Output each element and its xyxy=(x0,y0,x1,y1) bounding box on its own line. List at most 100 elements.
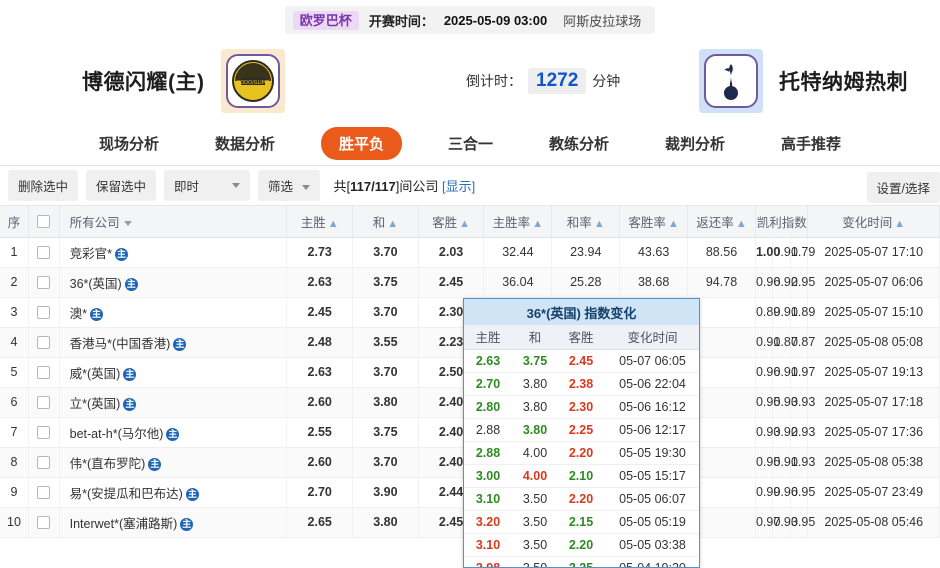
popup-cell-draw: 3.80 xyxy=(512,418,558,442)
cell-company[interactable]: 威*(英国) 主 xyxy=(59,357,288,388)
header-company[interactable]: 所有公司 xyxy=(59,206,288,238)
select-all-checkbox[interactable] xyxy=(37,215,51,229)
cell-home-win[interactable]: 2.65 xyxy=(286,507,354,538)
cell-draw[interactable]: 3.80 xyxy=(352,507,419,538)
header-draw-rate-label: 和率 xyxy=(566,215,592,230)
nav-item-data-analysis[interactable]: 数据分析 xyxy=(214,136,275,153)
cell-draw[interactable]: 3.70 xyxy=(352,447,419,478)
keep-selected-button[interactable]: 保留选中 xyxy=(86,170,157,201)
header-kelly[interactable]: 凯利指数 xyxy=(755,206,809,238)
count-prefix: 共[ xyxy=(333,179,351,194)
row-checkbox[interactable] xyxy=(37,396,51,410)
cell-away-win[interactable]: 2.45 xyxy=(418,267,485,298)
cell-home-win[interactable]: 2.73 xyxy=(286,237,354,268)
cell-company[interactable]: 澳* 主 xyxy=(59,297,288,328)
row-checkbox[interactable] xyxy=(37,336,51,350)
cell-checkbox[interactable] xyxy=(28,357,60,388)
cell-change-time: 2025-05-07 17:10 xyxy=(807,237,940,268)
svg-text:BODO/GLIMT: BODO/GLIMT xyxy=(236,80,269,86)
cell-draw[interactable]: 3.70 xyxy=(352,297,419,328)
cell-company[interactable]: 伟*(直布罗陀) 主 xyxy=(59,447,288,478)
cell-away-win[interactable]: 2.03 xyxy=(418,237,485,268)
row-checkbox[interactable] xyxy=(37,456,51,470)
cell-draw[interactable]: 3.90 xyxy=(352,477,419,508)
popup-row: 2.80 3.80 2.30 05-06 16:12 xyxy=(464,395,699,419)
table-row[interactable]: 1 竞彩官* 主 2.73 3.70 2.03 32.44 23.94 43.63 88.56 1.… xyxy=(0,237,940,268)
header-seq[interactable]: 序 xyxy=(0,206,29,238)
count-suffix: ]间公司 xyxy=(395,179,439,194)
cell-checkbox[interactable] xyxy=(28,477,60,508)
cell-checkbox[interactable] xyxy=(28,417,60,448)
cell-company[interactable]: 竞彩官* 主 xyxy=(59,237,288,268)
nav-item-referee-analysis[interactable]: 裁判分析 xyxy=(665,136,726,153)
header-home-rate[interactable]: 主胜率 ▲ xyxy=(483,206,553,238)
cell-draw[interactable]: 3.70 xyxy=(352,357,419,388)
league-badge[interactable]: 欧罗巴杯 xyxy=(292,10,359,30)
row-checkbox[interactable] xyxy=(37,366,51,380)
cell-company[interactable]: bet-at-h*(马尔他) 主 xyxy=(59,417,288,448)
header-draw[interactable]: 和 ▲ xyxy=(352,206,419,238)
header-home-win[interactable]: 主胜 ▲ xyxy=(286,206,354,238)
cell-change-time: 2025-05-07 23:49 xyxy=(807,477,940,508)
table-row[interactable]: 2 36*(英国) 主 2.63 3.75 2.45 36.04 25.28 38.68 94.7… xyxy=(0,267,940,298)
cell-draw[interactable]: 3.75 xyxy=(352,417,419,448)
popup-row: 3.10 3.50 2.20 05-05 03:38 xyxy=(464,533,699,557)
cell-home-rate: 36.04 xyxy=(483,267,553,298)
cell-home-win[interactable]: 2.55 xyxy=(286,417,354,448)
row-checkbox[interactable] xyxy=(37,306,51,320)
cell-company[interactable]: 香港马*(中国香港) 主 xyxy=(59,327,288,358)
cell-seq: 5 xyxy=(0,357,29,388)
delete-selected-button[interactable]: 删除选中 xyxy=(8,170,79,201)
cell-company[interactable]: 立*(英国) 主 xyxy=(59,387,288,418)
nav-item-expert-picks[interactable]: 高手推荐 xyxy=(781,136,842,153)
header-change-time[interactable]: 变化时间 ▲ xyxy=(807,206,940,238)
show-link[interactable]: [显示] xyxy=(441,179,476,194)
header-away-win[interactable]: 客胜 ▲ xyxy=(418,206,485,238)
nav-item-coach-analysis[interactable]: 教练分析 xyxy=(549,136,610,153)
cell-home-win[interactable]: 2.60 xyxy=(286,387,354,418)
popup-cell-home-win: 3.20 xyxy=(464,510,512,534)
nav-item-win-draw-loss[interactable]: 胜平负 xyxy=(320,127,402,160)
popup-cell-home-win: 2.70 xyxy=(464,372,512,396)
cell-home-win[interactable]: 2.45 xyxy=(286,297,354,328)
cell-home-rate: 32.44 xyxy=(483,237,553,268)
filter-dropdown[interactable]: 筛选 xyxy=(258,170,320,201)
header-away-rate[interactable]: 客胜率 ▲ xyxy=(619,206,689,238)
cell-checkbox[interactable] xyxy=(28,267,60,298)
cell-home-win[interactable]: 2.70 xyxy=(286,477,354,508)
cell-checkbox[interactable] xyxy=(28,297,60,328)
cell-draw[interactable]: 3.55 xyxy=(352,327,419,358)
row-checkbox[interactable] xyxy=(37,276,51,290)
cell-kelly-home: 0.89 xyxy=(755,297,780,328)
nav-item-three-in-one[interactable]: 三合一 xyxy=(447,136,493,153)
row-checkbox[interactable] xyxy=(37,246,51,260)
cell-checkbox[interactable] xyxy=(28,387,60,418)
cell-checkbox[interactable] xyxy=(28,507,60,538)
cell-checkbox[interactable] xyxy=(28,327,60,358)
cell-home-win[interactable]: 2.48 xyxy=(286,327,354,358)
cell-draw[interactable]: 3.80 xyxy=(352,387,419,418)
row-checkbox[interactable] xyxy=(37,486,51,500)
cell-seq: 2 xyxy=(0,267,29,298)
row-checkbox[interactable] xyxy=(37,516,51,530)
cell-checkbox[interactable] xyxy=(28,237,60,268)
cell-checkbox[interactable] xyxy=(28,447,60,478)
nav-item-live-analysis[interactable]: 现场分析 xyxy=(98,136,159,153)
cell-draw[interactable]: 3.75 xyxy=(352,267,419,298)
cell-company[interactable]: 易*(安提瓜和巴布达) 主 xyxy=(59,477,288,508)
odds-table-header-row: 序 所有公司 主胜 ▲ 和 ▲ 客胜 ▲ 主胜率 ▲ 和率 ▲ 客胜率 ▲ 返还率 ▲ 凯利指… xyxy=(0,206,940,238)
cell-draw[interactable]: 3.70 xyxy=(352,237,419,268)
cell-home-win[interactable]: 2.60 xyxy=(286,447,354,478)
header-payout-rate[interactable]: 返还率 ▲ xyxy=(687,206,756,238)
cell-seq: 10 xyxy=(0,507,29,538)
realtime-dropdown[interactable]: 即时 xyxy=(164,170,251,201)
cell-company[interactable]: 36*(英国) 主 xyxy=(59,267,288,298)
cell-home-win[interactable]: 2.63 xyxy=(286,357,354,388)
cell-home-win[interactable]: 2.63 xyxy=(286,267,354,298)
cell-company[interactable]: Interwet*(塞浦路斯) 主 xyxy=(59,507,288,538)
header-draw-rate[interactable]: 和率 ▲ xyxy=(551,206,621,238)
row-checkbox[interactable] xyxy=(37,426,51,440)
settings-select-button[interactable]: 设置/选择 xyxy=(866,172,940,203)
header-select-all[interactable] xyxy=(28,206,60,238)
popup-cell-home-win: 3.10 xyxy=(464,533,512,557)
